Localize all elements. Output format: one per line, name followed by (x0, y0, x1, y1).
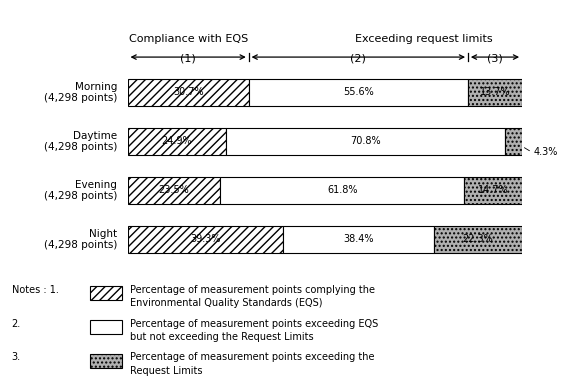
Text: 13.7%: 13.7% (480, 87, 510, 97)
Bar (220, 177, 464, 204)
Text: 24.9%: 24.9% (161, 136, 192, 146)
Text: Percentage of measurement points exceeding the
Request Limits: Percentage of measurement points exceedi… (130, 352, 375, 376)
Text: 3.: 3. (12, 352, 21, 363)
Bar (128, 177, 220, 204)
Text: 4.3%: 4.3% (534, 147, 558, 157)
Text: 2.: 2. (12, 319, 21, 329)
Text: 39.3%: 39.3% (190, 234, 220, 244)
Text: (2): (2) (350, 54, 366, 64)
Text: 14.7%: 14.7% (478, 185, 508, 195)
Text: Percentage of measurement points exceeding EQS
but not exceeding the Request Lim: Percentage of measurement points exceedi… (130, 319, 379, 342)
Text: 61.8%: 61.8% (327, 185, 357, 195)
Bar (128, 79, 249, 106)
Text: Exceeding request limits: Exceeding request limits (354, 34, 492, 44)
Bar (282, 226, 434, 253)
Text: 55.6%: 55.6% (343, 87, 374, 97)
Bar (468, 79, 522, 106)
Text: 30.7%: 30.7% (173, 87, 204, 97)
Bar (128, 128, 226, 155)
Bar (249, 79, 468, 106)
Bar (464, 177, 522, 204)
Text: (1): (1) (180, 54, 196, 64)
Bar (505, 128, 522, 155)
Text: 38.4%: 38.4% (343, 234, 374, 244)
Bar (226, 128, 505, 155)
Bar (434, 226, 522, 253)
Text: Compliance with EQS: Compliance with EQS (129, 34, 248, 44)
Text: Percentage of measurement points complying the
Environmental Quality Standards (: Percentage of measurement points complyi… (130, 285, 375, 308)
Text: 70.8%: 70.8% (350, 136, 380, 146)
Text: Notes : 1.: Notes : 1. (12, 285, 59, 295)
Bar (128, 226, 282, 253)
Text: (3): (3) (487, 54, 503, 64)
Text: 22.3%: 22.3% (463, 234, 494, 244)
Text: 23.5%: 23.5% (158, 185, 189, 195)
